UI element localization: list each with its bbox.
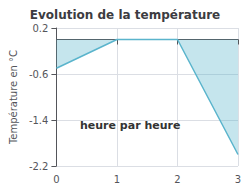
svg-text:Température en °C: Température en °C bbox=[8, 50, 19, 145]
svg-text:0.2: 0.2 bbox=[33, 23, 49, 34]
svg-text:-2.2: -2.2 bbox=[29, 161, 49, 172]
svg-text:3: 3 bbox=[235, 174, 241, 185]
svg-text:-1.4: -1.4 bbox=[29, 115, 49, 126]
svg-text:heure par heure: heure par heure bbox=[80, 119, 180, 132]
svg-text:0: 0 bbox=[53, 174, 59, 185]
svg-text:Evolution de la température: Evolution de la température bbox=[30, 8, 221, 22]
svg-text:2: 2 bbox=[174, 174, 180, 185]
svg-text:-0.6: -0.6 bbox=[29, 69, 49, 80]
svg-text:1: 1 bbox=[114, 174, 120, 185]
